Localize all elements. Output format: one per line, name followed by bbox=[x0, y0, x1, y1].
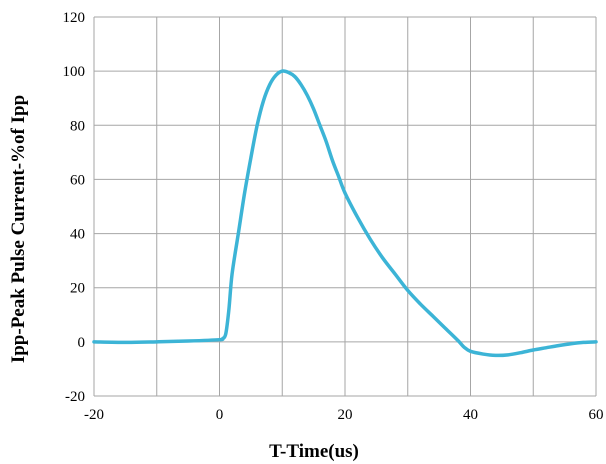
y-tick-label: 0 bbox=[78, 335, 86, 351]
x-axis-title: T-Time(us) bbox=[269, 441, 359, 462]
series-layer bbox=[92, 69, 598, 358]
x-tick-label: 0 bbox=[216, 407, 224, 423]
grid bbox=[93, 16, 597, 397]
y-tick-label: 120 bbox=[63, 10, 86, 26]
tick-labels: -20 0 20 40 60 80 100 120 -20 0 20 40 60 bbox=[63, 10, 604, 423]
x-tick-label: 40 bbox=[463, 407, 478, 423]
y-axis-title: Ipp-Peak Pulse Current-%of Ipp bbox=[8, 95, 29, 363]
x-tick-label: 20 bbox=[338, 407, 353, 423]
series-line bbox=[92, 69, 598, 358]
y-tick-label: 100 bbox=[63, 64, 86, 80]
y-tick-label: 20 bbox=[70, 281, 85, 297]
y-tick-label: 60 bbox=[70, 172, 85, 188]
x-tick-label: -20 bbox=[84, 407, 104, 423]
x-tick-label: 60 bbox=[589, 407, 604, 423]
y-tick-label: 40 bbox=[70, 227, 85, 243]
y-tick-label: 80 bbox=[70, 118, 85, 134]
y-tick-label: -20 bbox=[65, 389, 85, 405]
